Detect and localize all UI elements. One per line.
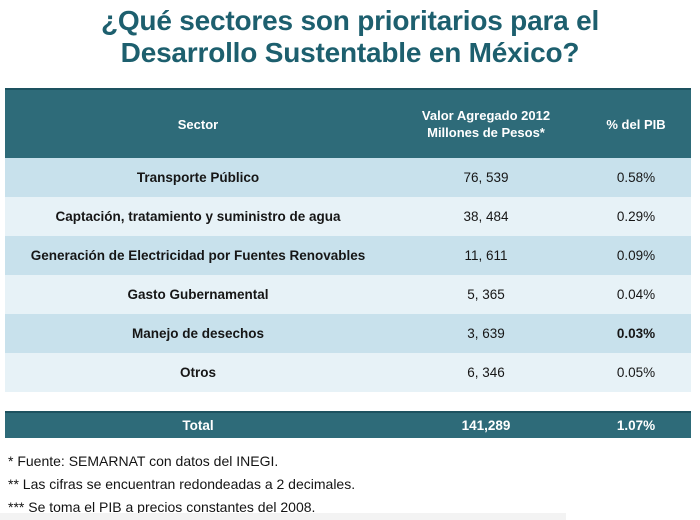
table-gap bbox=[5, 392, 691, 411]
cell-pib: 0.09% bbox=[616, 248, 656, 263]
total-pib: 1.07% bbox=[616, 418, 656, 433]
bottom-strip bbox=[0, 513, 566, 520]
cell-pib: 0.58% bbox=[616, 170, 656, 185]
table-row: Otros 6, 346 0.05% bbox=[5, 353, 691, 392]
cell-valor: 6, 346 bbox=[467, 365, 505, 380]
cell-sector: Transporte Público bbox=[136, 170, 260, 185]
table-row: Transporte Público 76, 539 0.58% bbox=[5, 158, 691, 197]
table-row: Manejo de desechos 3, 639 0.03% bbox=[5, 314, 691, 353]
total-valor: 141,289 bbox=[461, 418, 511, 433]
page-title: ¿Qué sectores son prioritarios para el D… bbox=[0, 5, 700, 69]
total-label: Total bbox=[182, 418, 214, 433]
footnote-1: * Fuente: SEMARNAT con datos del INEGI. bbox=[8, 453, 279, 469]
cell-pib: 0.04% bbox=[616, 287, 656, 302]
page-title-line-2: Desarrollo Sustentable en México? bbox=[120, 37, 580, 68]
cell-valor: 5, 365 bbox=[467, 287, 505, 302]
column-header-valor: Valor Agregado 2012 Millones de Pesos* bbox=[391, 90, 581, 158]
column-header-sector: Sector bbox=[177, 116, 219, 132]
table-header-row: Sector Valor Agregado 2012 Millones de P… bbox=[5, 88, 691, 158]
cell-valor: 3, 639 bbox=[467, 326, 505, 341]
cell-valor: 38, 484 bbox=[463, 209, 509, 224]
cell-sector: Otros bbox=[179, 365, 216, 380]
cell-sector: Gasto Gubernamental bbox=[127, 287, 269, 302]
column-header-pib: % del PIB bbox=[606, 116, 666, 132]
page-title-line-1: ¿Qué sectores son prioritarios para el bbox=[100, 5, 600, 36]
table-row: Captación, tratamiento y suministro de a… bbox=[5, 197, 691, 236]
table-total-row: Total 141,289 1.07% bbox=[5, 411, 691, 438]
cell-sector: Captación, tratamiento y suministro de a… bbox=[55, 209, 341, 224]
column-header-valor-line2: Millones de Pesos* bbox=[427, 125, 545, 140]
table-row: Generación de Electricidad por Fuentes R… bbox=[5, 236, 691, 275]
footnote-2: ** Las cifras se encuentran redondeadas … bbox=[8, 476, 356, 492]
cell-sector: Manejo de desechos bbox=[131, 326, 265, 341]
table-row: Gasto Gubernamental 5, 365 0.04% bbox=[5, 275, 691, 314]
cell-sector: Generación de Electricidad por Fuentes R… bbox=[30, 248, 366, 263]
column-header-valor-line1: Valor Agregado 2012 bbox=[421, 108, 551, 123]
sectors-table: Sector Valor Agregado 2012 Millones de P… bbox=[5, 88, 691, 438]
cell-valor: 11, 611 bbox=[464, 248, 508, 263]
cell-valor: 76, 539 bbox=[463, 170, 509, 185]
footnote-3: *** Se toma el PIB a precios constantes … bbox=[8, 499, 316, 515]
footnotes: * Fuente: SEMARNAT con datos del INEGI. … bbox=[8, 450, 355, 519]
cell-pib: 0.05% bbox=[616, 365, 656, 380]
cell-pib: 0.29% bbox=[616, 209, 656, 224]
cell-pib: 0.03% bbox=[616, 326, 656, 341]
